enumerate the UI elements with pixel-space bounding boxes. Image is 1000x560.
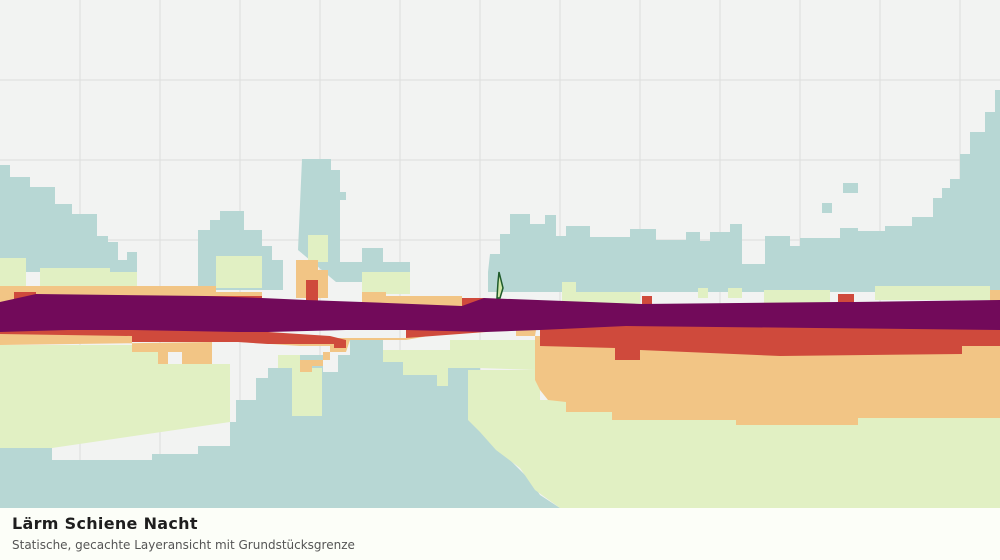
parcel-boundary bbox=[496, 271, 504, 299]
layer-title: Lärm Schiene Nacht bbox=[12, 514, 198, 533]
layer-subtitle: Statische, gecachte Layeransicht mit Gru… bbox=[12, 538, 355, 552]
caption-panel: Lärm Schiene Nacht Statische, gecachte L… bbox=[0, 508, 1000, 560]
noise-zone-extreme bbox=[0, 294, 1000, 332]
noise-zone-moderate bbox=[0, 235, 1000, 508]
